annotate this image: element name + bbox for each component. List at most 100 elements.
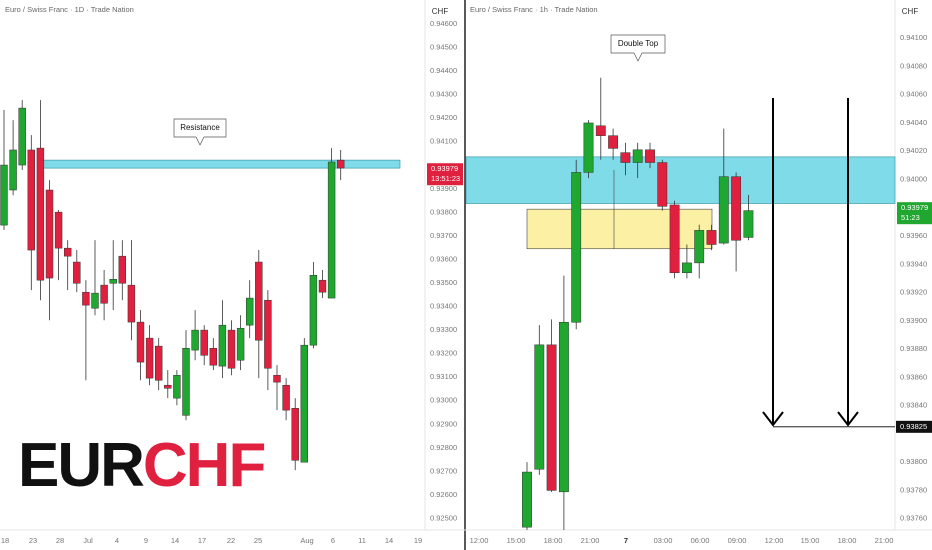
candle-body	[718, 176, 729, 244]
candle-body	[534, 344, 545, 470]
last-price-text: 0.93979	[901, 203, 928, 212]
y-tick-label: 0.93900	[900, 316, 927, 325]
y-tick-label: 0.93760	[900, 514, 927, 523]
candle-body	[255, 261, 263, 341]
price-tag-text: 0.93825	[900, 422, 927, 431]
candle-body	[731, 176, 742, 241]
y-tick-label: 0.93800	[900, 457, 927, 466]
y-tick-label: 0.93300	[430, 325, 457, 334]
candle-body	[154, 345, 163, 381]
candle-body	[127, 284, 136, 323]
candle-body	[309, 274, 318, 346]
y-tick-label: 0.93200	[430, 349, 457, 358]
x-tick-label: 4	[115, 536, 119, 545]
y-tick-label: 0.92500	[430, 513, 457, 522]
x-tick-label: 6	[331, 536, 335, 545]
y-tick-label: 0.94040	[900, 118, 927, 127]
y-tick-label: 0.93700	[430, 231, 457, 240]
y-tick-label: 0.93840	[900, 401, 927, 410]
y-tick-label: 0.94080	[900, 61, 927, 70]
candle-body	[571, 172, 582, 323]
y-tick-label: 0.93900	[430, 184, 457, 193]
candle-body	[63, 247, 72, 257]
callout-box	[173, 118, 227, 146]
y-tick-label: 0.94600	[430, 19, 457, 28]
candle-body	[191, 329, 199, 351]
brand-quote: CHF	[143, 431, 265, 500]
candle-body	[91, 292, 99, 309]
candle-body	[245, 297, 254, 326]
candle-body	[227, 329, 236, 369]
zone	[39, 159, 401, 169]
y-tick-label: 0.93940	[900, 259, 927, 268]
candle-body	[27, 149, 36, 251]
chart-title: Euro / Swiss Franc · 1D · Trade Nation	[5, 5, 134, 14]
brand-base: EUR	[18, 431, 144, 500]
candle-body	[706, 230, 717, 245]
y-tick-label: 0.92700	[430, 466, 457, 475]
callout-text: Double Top	[618, 39, 659, 48]
candle-body	[300, 344, 309, 463]
candle-body	[109, 278, 117, 284]
x-tick-label: 15:00	[507, 536, 526, 545]
x-tick-label: 15:00	[801, 536, 820, 545]
x-tick-label: 14	[171, 536, 179, 545]
x-tick-label: 18:00	[838, 536, 857, 545]
y-tick-label: 0.94000	[900, 174, 927, 183]
y-tick-label: 0.94100	[430, 137, 457, 146]
candle-body	[209, 347, 218, 366]
currency-label: CHF	[432, 7, 449, 16]
candle-body	[164, 384, 172, 389]
x-tick-label: 21:00	[581, 536, 600, 545]
candle-body	[18, 107, 26, 166]
y-tick-label: 0.93880	[900, 344, 927, 353]
x-tick-label: 12:00	[765, 536, 784, 545]
y-tick-label: 0.94400	[430, 66, 457, 75]
x-tick-label: 7	[624, 536, 628, 545]
candle-body	[73, 261, 81, 284]
arrow-head	[837, 411, 859, 427]
candle-body	[694, 230, 705, 264]
callout-text: Resistance	[180, 123, 220, 132]
y-tick-label: 0.93600	[430, 254, 457, 263]
y-tick-label: 0.93100	[430, 372, 457, 381]
x-tick-label: 06:00	[691, 536, 710, 545]
zone	[465, 156, 896, 204]
y-tick-label: 0.92900	[430, 419, 457, 428]
candle-body	[45, 189, 54, 279]
candle-body	[200, 329, 208, 356]
x-tick-label: Jul	[83, 536, 93, 545]
y-tick-label: 0.94200	[430, 113, 457, 122]
candle-body	[100, 284, 108, 304]
candle-body	[318, 279, 327, 293]
candle-body	[336, 159, 345, 169]
candle-body	[182, 347, 190, 416]
candle-body	[282, 384, 290, 411]
y-tick-label: 0.94020	[900, 146, 927, 155]
y-tick-label: 0.93500	[430, 278, 457, 287]
x-tick-label: Aug	[300, 536, 313, 545]
candle-body	[118, 255, 127, 284]
y-tick-label: 0.93960	[900, 231, 927, 240]
y-tick-label: 0.93000	[430, 396, 457, 405]
x-tick-label: 11	[358, 536, 366, 545]
candle-body	[54, 211, 63, 249]
price-tag	[896, 420, 932, 433]
candle-body	[145, 337, 154, 379]
candle-body	[236, 327, 245, 361]
brand-title: EURCHF	[18, 431, 264, 500]
last-price-text: 0.93979	[431, 164, 458, 173]
x-tick-label: 22	[227, 536, 235, 545]
y-tick-label: 0.94060	[900, 90, 927, 99]
candle-body	[36, 147, 45, 281]
x-tick-label: 03:00	[654, 536, 673, 545]
x-tick-label: 18	[1, 536, 9, 545]
y-tick-label: 0.93400	[430, 302, 457, 311]
arrow-head	[762, 411, 784, 427]
candle-body	[173, 375, 181, 399]
x-tick-label: 25	[254, 536, 262, 545]
candle-body	[669, 204, 680, 274]
candle-body	[657, 162, 668, 207]
